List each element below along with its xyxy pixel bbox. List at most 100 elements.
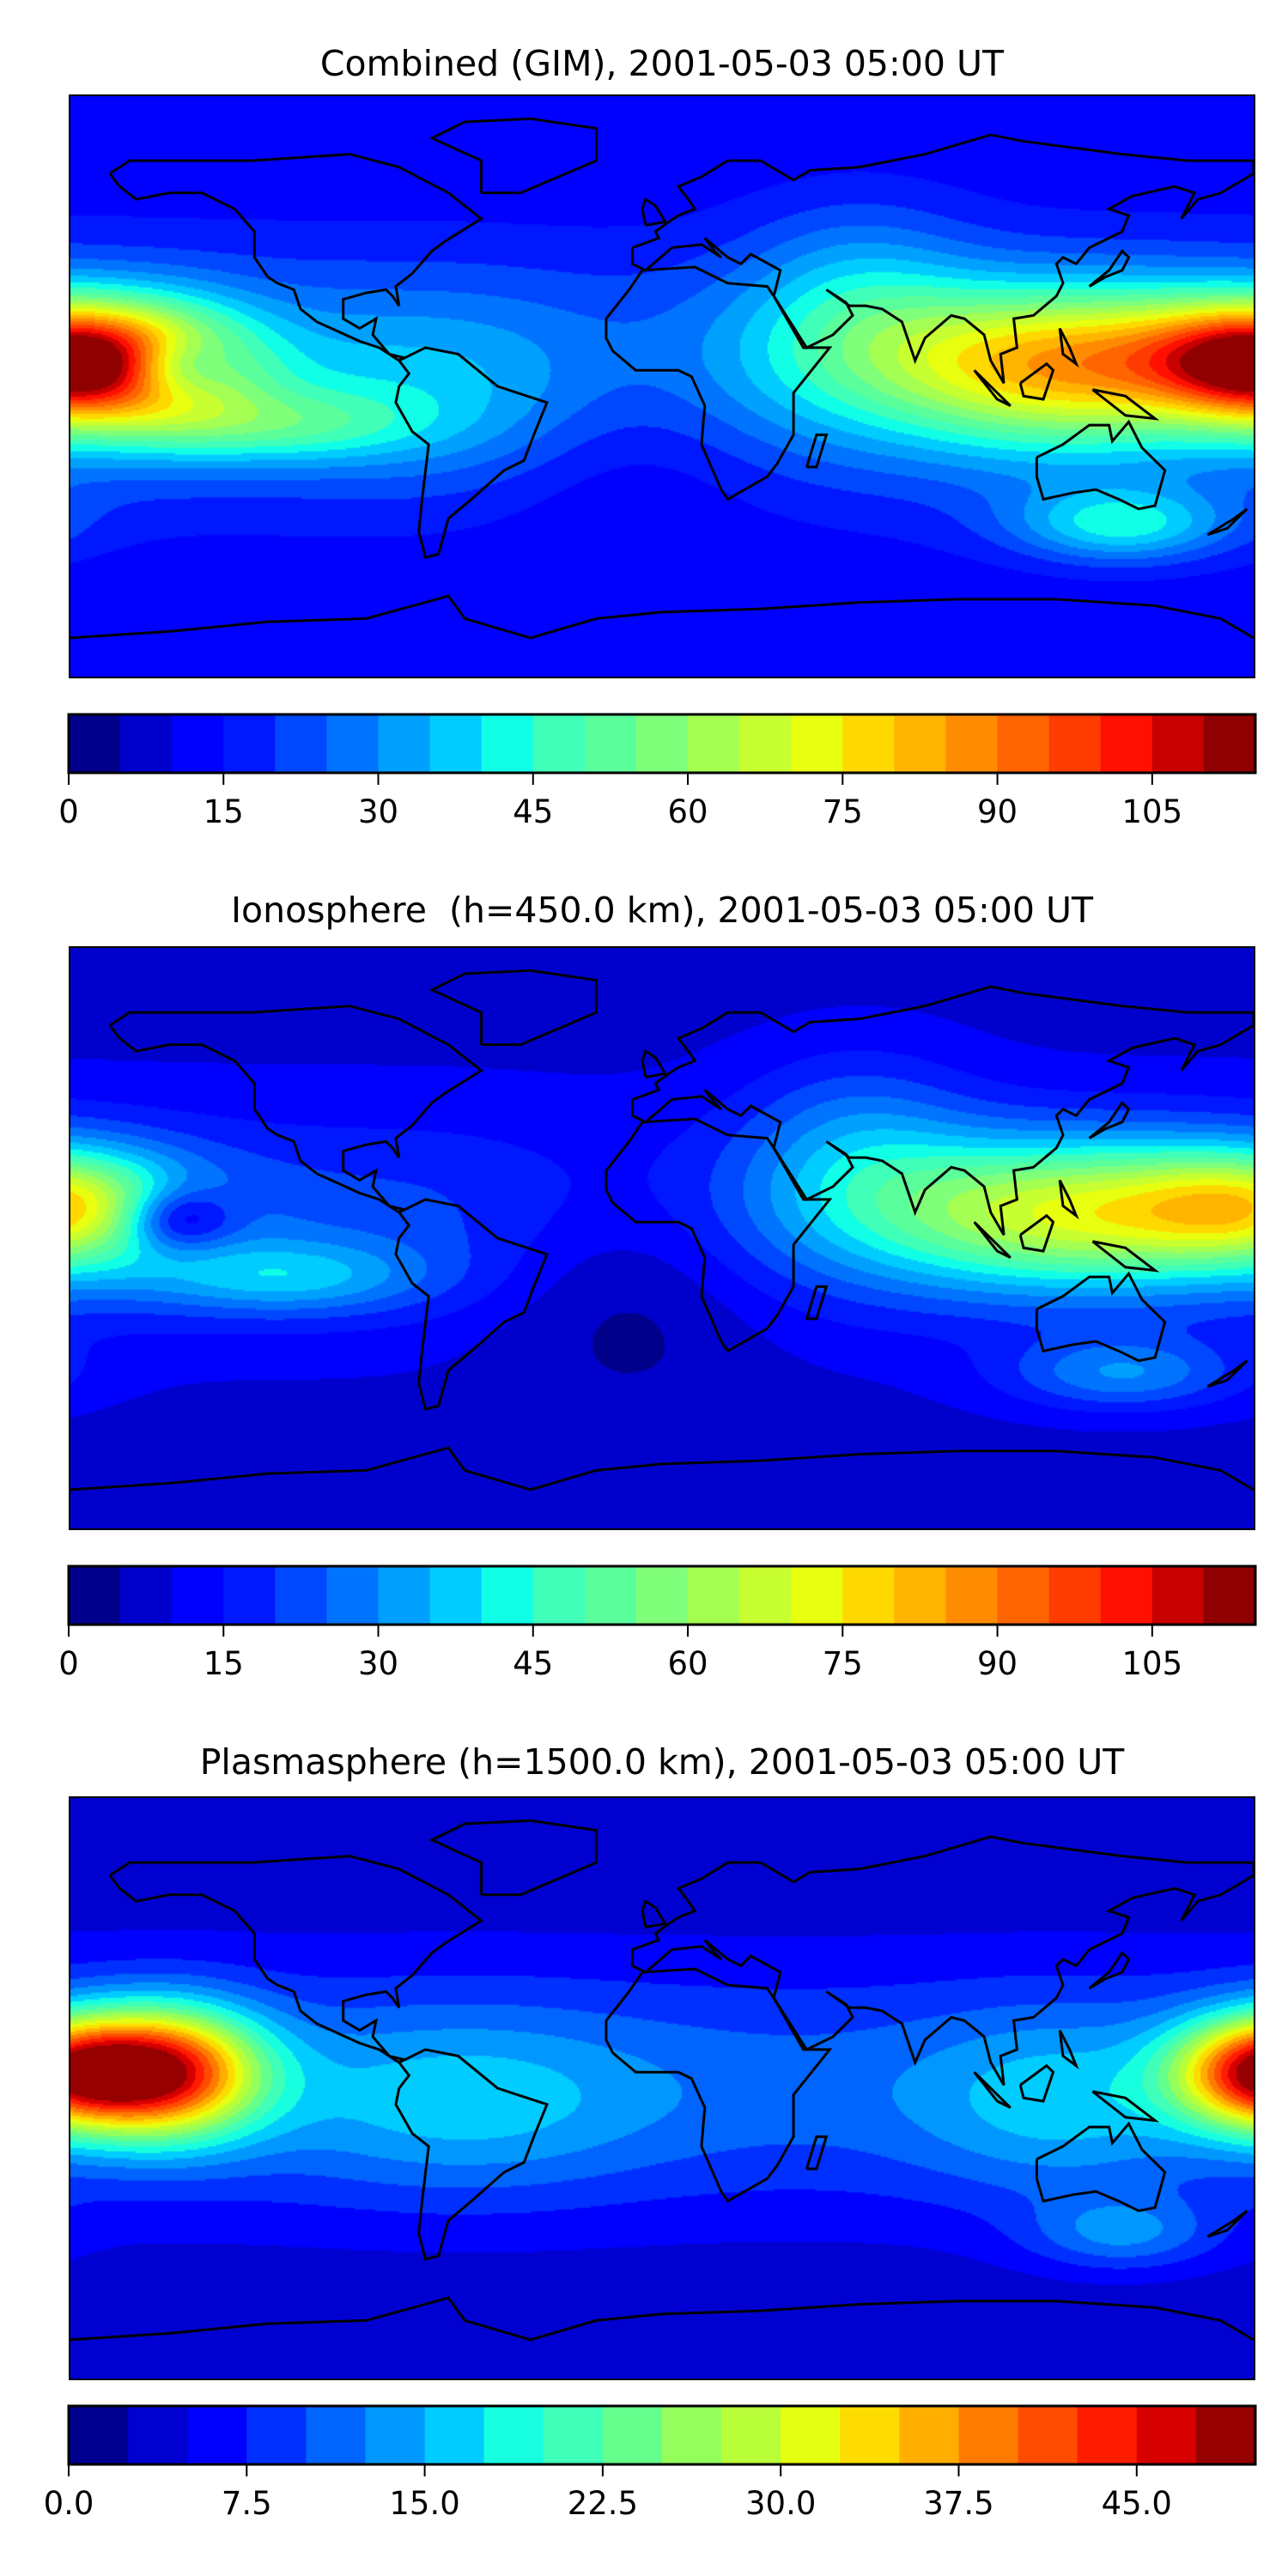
- coastline: [606, 267, 829, 499]
- colorbar-segment: [1203, 1566, 1256, 1625]
- colorbar-segment: [306, 2406, 366, 2464]
- colorbar-tick-label: 60: [667, 1645, 708, 1682]
- colorbar-segment: [842, 1566, 895, 1625]
- colorbar-segment: [584, 714, 637, 773]
- coastline: [396, 348, 547, 557]
- colorbar-segment: [791, 714, 843, 773]
- colorbar-segment: [840, 2406, 900, 2464]
- colorbar-frame: [67, 713, 1257, 775]
- colorbar-segment: [894, 714, 946, 773]
- coastline: [975, 370, 1011, 405]
- colorbar-segment: [635, 1566, 689, 1625]
- colorbar-tick-label: 22.5: [568, 2485, 638, 2522]
- coastline: [806, 1286, 826, 1319]
- colorbar-segment: [120, 714, 173, 773]
- colorbar-segment: [246, 2406, 307, 2464]
- coastline: [110, 155, 482, 361]
- plot-title: Combined (GIM), 2001-05-03 05:00 UT: [319, 43, 1005, 84]
- colorbar-segment: [894, 1566, 946, 1625]
- colorbar-tick-label: 15.0: [389, 2485, 459, 2522]
- coastline: [432, 118, 596, 192]
- colorbar-segment: [365, 2406, 426, 2464]
- colorbar-segment: [739, 714, 792, 773]
- colorbar-segment: [172, 714, 224, 773]
- coastline: [806, 434, 826, 467]
- colorbar-combined: 0 15 30 45 60 75 90 105: [58, 713, 1257, 830]
- colorbar-tick-label: 30: [358, 1645, 398, 1682]
- colorbar-segment: [378, 1566, 431, 1625]
- colorbar-segment: [120, 1566, 173, 1625]
- colorbar-segment: [1048, 1566, 1102, 1625]
- colorbar-segment: [1018, 2406, 1078, 2464]
- coastline: [1092, 1242, 1155, 1271]
- coastline: [1090, 251, 1129, 286]
- colorbar-segment: [997, 714, 1050, 773]
- coastline: [1060, 1180, 1076, 1215]
- colorbar-tick-label: 7.5: [222, 2485, 272, 2522]
- colorbar-tick-label: 30: [358, 793, 398, 830]
- colorbar-segment: [532, 714, 586, 773]
- colorbar-segment: [275, 714, 327, 773]
- coastline: [1020, 364, 1053, 399]
- colorbar-segment: [1100, 714, 1153, 773]
- colorbar-tick-label: 45: [513, 1645, 553, 1682]
- colorbar-segment: [958, 2406, 1019, 2464]
- coastline: [432, 970, 596, 1044]
- coastline: [975, 2072, 1011, 2107]
- coastline: [606, 1119, 829, 1351]
- coastline: [1060, 2030, 1076, 2065]
- coastline: [70, 1448, 1254, 1490]
- colorbar-segment: [662, 2406, 722, 2464]
- coastline: [1207, 509, 1247, 535]
- colorbar-tick-label: 105: [1122, 1645, 1183, 1682]
- colorbar-tick-label: 45: [513, 793, 553, 830]
- colorbar-segment: [1100, 1566, 1153, 1625]
- colorbar-segment: [739, 1566, 792, 1625]
- colorbar-segment: [481, 1566, 534, 1625]
- colorbar-segment: [899, 2406, 959, 2464]
- colorbar-tick-label: 30.0: [745, 2485, 816, 2522]
- colorbar-segment: [481, 714, 534, 773]
- colorbar-segment: [1136, 2406, 1197, 2464]
- map-ionosphere: [69, 946, 1255, 1530]
- colorbar-tick-label: 37.5: [923, 2485, 993, 2522]
- colorbar-segment: [378, 714, 431, 773]
- colorbar-tick-label: 0.0: [44, 2485, 94, 2522]
- colorbar-segment: [429, 714, 483, 773]
- colorbar-tick-label: 105: [1122, 793, 1183, 830]
- colorbar-segment: [602, 2406, 663, 2464]
- colorbar-tick-label: 75: [823, 1645, 863, 1682]
- coastline: [110, 1856, 482, 2063]
- coastline: [642, 1901, 665, 1927]
- coastline: [806, 2136, 826, 2169]
- colorbar-segment: [223, 1566, 276, 1625]
- colorbar-segment: [1151, 714, 1205, 773]
- colorbar-segment: [1077, 2406, 1138, 2464]
- colorbar-segment: [69, 1566, 121, 1625]
- colorbar-segment: [543, 2406, 604, 2464]
- plot-title: Plasmasphere (h=1500.0 km), 2001-05-03 0…: [199, 1741, 1125, 1783]
- colorbar-segment: [483, 2406, 544, 2464]
- colorbar-tick-label: 45.0: [1102, 2485, 1172, 2522]
- colorbar-segment: [429, 1566, 483, 1625]
- coastline: [396, 1200, 547, 1409]
- coastline: [70, 596, 1254, 638]
- colorbar-segment: [223, 714, 276, 773]
- colorbar-tick-label: 0: [58, 793, 79, 830]
- colorbar-segment: [172, 1566, 224, 1625]
- coastline: [633, 987, 1254, 1235]
- coastline: [1036, 422, 1164, 508]
- colorbar-tick-label: 15: [204, 793, 244, 830]
- colorbar-segment: [532, 1566, 586, 1625]
- coastline: [1036, 2123, 1164, 2210]
- coastlines: [70, 1798, 1254, 2379]
- coastlines: [70, 948, 1254, 1528]
- colorbar-segment: [945, 714, 999, 773]
- contour-map: [70, 1798, 1254, 2379]
- colorbar-segment: [187, 2406, 247, 2464]
- coastline: [606, 1969, 829, 2201]
- colorbar-segment: [326, 714, 380, 773]
- coastline: [1207, 2211, 1247, 2237]
- coastline: [633, 135, 1254, 383]
- colorbar-segment: [1203, 714, 1256, 773]
